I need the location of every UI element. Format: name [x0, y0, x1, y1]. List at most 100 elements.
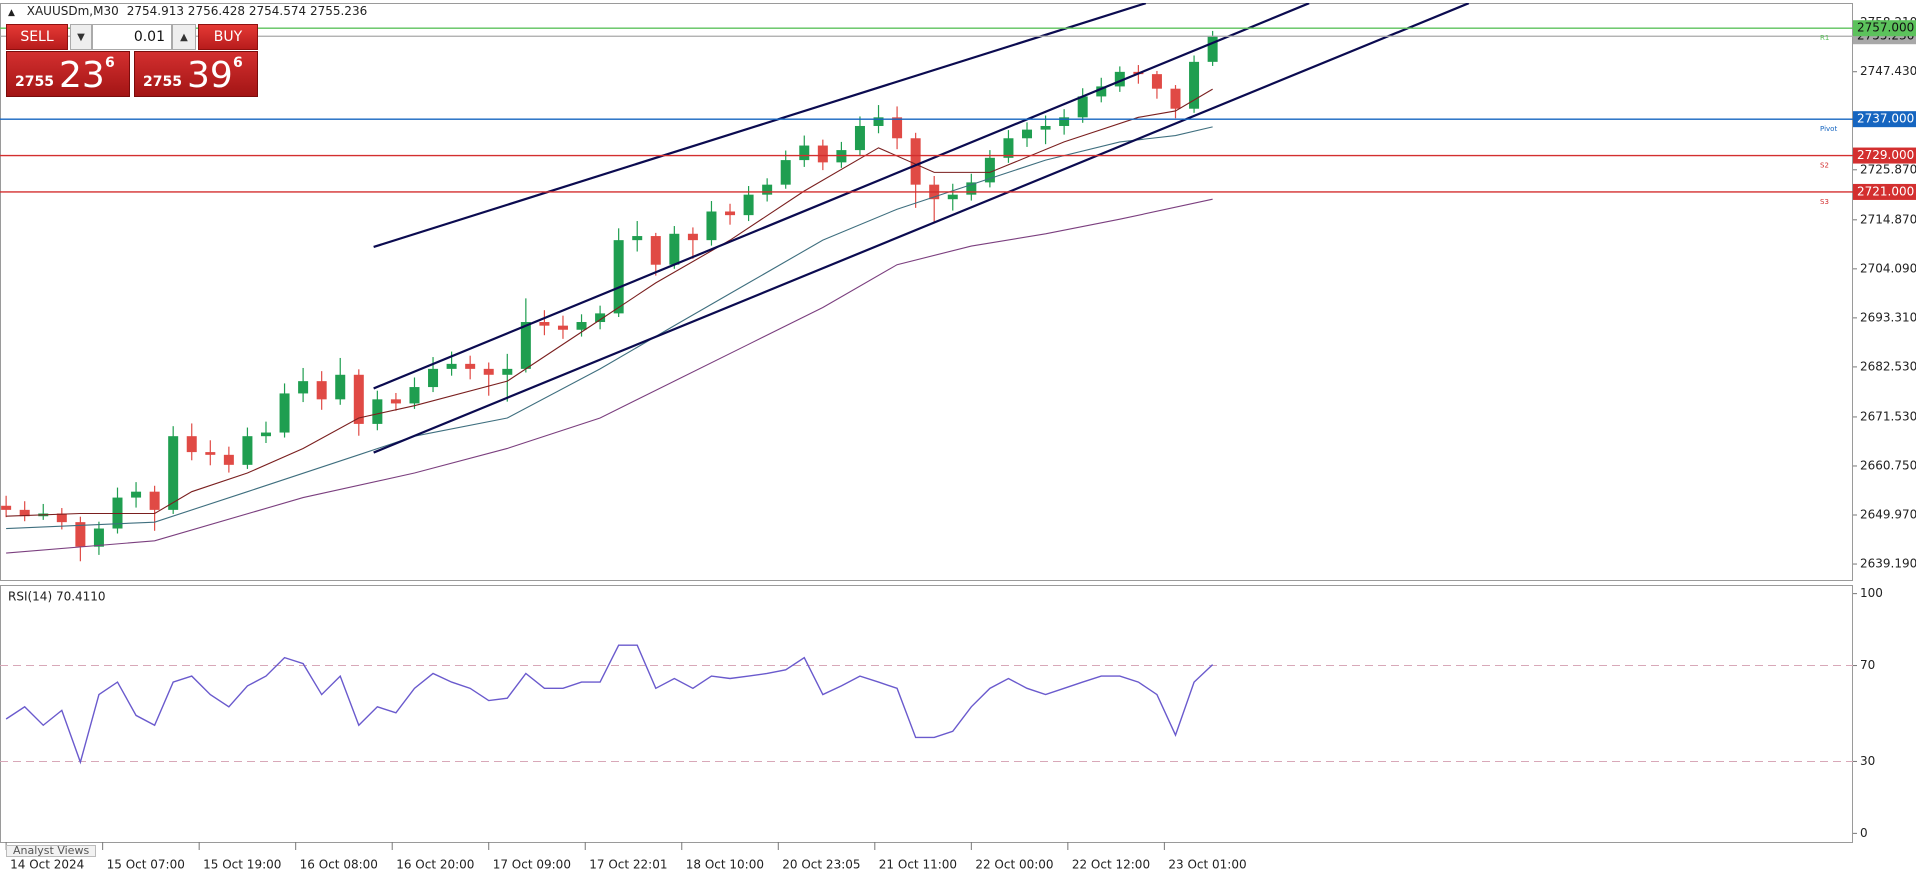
candle-body [93, 528, 104, 547]
volume-up[interactable]: ▲ [172, 24, 196, 50]
x-tick-label: 16 Oct 08:00 [300, 858, 378, 872]
level-name: Pivot [1820, 125, 1837, 133]
level-label-box [1853, 147, 1916, 164]
candle-body [799, 145, 810, 161]
candle-body [1114, 71, 1125, 87]
volume-input[interactable]: 0.01 [92, 24, 172, 50]
x-tick-label: 17 Oct 22:01 [589, 858, 667, 872]
candle-body [1, 505, 12, 510]
candle-body [966, 182, 977, 195]
candle-body [632, 236, 643, 241]
candle-body [836, 150, 847, 163]
candle-body [19, 509, 30, 517]
moving-average [6, 198, 1213, 554]
candle-body [335, 374, 346, 400]
price-panel-frame [0, 3, 1853, 581]
ask-small: 2755 [143, 74, 182, 90]
ask-big: 39 [187, 55, 233, 96]
level-label-box [1853, 20, 1916, 37]
candle-body [650, 236, 661, 265]
candle-body [613, 240, 624, 314]
y-tick-label: 70 [1860, 658, 1875, 672]
y-tick-label: 2682.530 [1860, 359, 1916, 373]
sell-button[interactable]: SELL [6, 24, 68, 50]
x-tick-label: 22 Oct 00:00 [975, 858, 1053, 872]
buy-button[interactable]: BUY [198, 24, 258, 50]
rsi-title: RSI(14) 70.4110 [8, 590, 106, 604]
candle-body [817, 145, 828, 163]
moving-average [6, 88, 1213, 517]
candle-body [316, 381, 327, 400]
candle-body [1096, 86, 1107, 97]
rsi-panel-frame [0, 585, 1853, 843]
level-name: S3 [1820, 198, 1829, 206]
volume-down[interactable]: ▼ [70, 24, 92, 50]
candle-body [168, 436, 179, 510]
level-name: S2 [1820, 162, 1829, 170]
y-tick-label: 2639.190 [1860, 557, 1916, 571]
ohlc: 2754.913 2756.428 2754.574 2755.236 [126, 4, 368, 18]
candle-body [947, 194, 958, 200]
candle-body [892, 117, 903, 139]
bid-big: 23 [59, 55, 105, 96]
candle-body [75, 522, 86, 547]
candle-body [595, 313, 606, 323]
y-tick-label: 2649.970 [1860, 508, 1916, 522]
y-tick-label: 30 [1860, 754, 1875, 768]
candle-body [669, 233, 680, 265]
x-tick-label: 20 Oct 23:05 [782, 858, 860, 872]
candle-body [687, 233, 698, 241]
level-label: 2721.000 [1857, 184, 1914, 198]
candle-body [372, 399, 383, 424]
candle-body [242, 436, 253, 465]
channel-line [373, 3, 1147, 249]
y-tick-label: 2704.090 [1860, 261, 1916, 275]
candle-body [1003, 138, 1014, 158]
candle-body [465, 363, 476, 369]
y-tick-label: 2747.430 [1860, 64, 1916, 78]
x-tick-label: 17 Oct 09:00 [493, 858, 571, 872]
y-tick-label: 2693.310 [1860, 310, 1916, 324]
candle-body [557, 325, 568, 330]
candle-body [223, 454, 234, 465]
level-label: 2737.000 [1857, 112, 1914, 126]
channel-line [373, 3, 1310, 390]
x-tick-label: 15 Oct 19:00 [203, 858, 281, 872]
x-tick-label: 14 Oct 2024 [10, 858, 84, 872]
bid-sup: 6 [105, 55, 115, 71]
candle-body [502, 368, 513, 375]
level-name: R1 [1820, 34, 1829, 42]
y-tick-label: 2671.530 [1860, 409, 1916, 423]
ask-quote[interactable]: 2755 39 6 [134, 51, 258, 97]
price-plot [0, 3, 1853, 562]
level-label-box [1853, 111, 1916, 128]
candle-body [446, 363, 457, 369]
candle-body [260, 432, 271, 437]
candle-body [1040, 125, 1051, 130]
candle-body [1059, 117, 1070, 126]
candle-body [1077, 96, 1088, 118]
candle-body [131, 491, 142, 498]
candle-body [984, 157, 995, 183]
candle-body [56, 513, 67, 523]
candle-body [483, 368, 494, 375]
candle-body [409, 387, 420, 404]
candle-body [390, 399, 401, 404]
candle-body [910, 138, 921, 185]
candle-body [353, 374, 364, 424]
candle-body [1207, 36, 1218, 62]
candle-body [725, 211, 736, 216]
x-tick-label: 23 Oct 01:00 [1168, 858, 1246, 872]
candle-body [428, 368, 439, 388]
ask-sup: 6 [233, 55, 243, 71]
x-tick-label: 16 Oct 20:00 [396, 858, 474, 872]
bid-quote[interactable]: 2755 23 6 [6, 51, 130, 97]
candle-body [539, 322, 550, 326]
x-tick-label: 18 Oct 10:00 [686, 858, 764, 872]
level-label: 2729.000 [1857, 148, 1914, 162]
analyst-views-tab[interactable]: Analyst Views [6, 845, 97, 857]
candle-body [186, 436, 197, 453]
level-label-box [1853, 183, 1916, 200]
y-tick-label: 2725.870 [1860, 162, 1916, 176]
